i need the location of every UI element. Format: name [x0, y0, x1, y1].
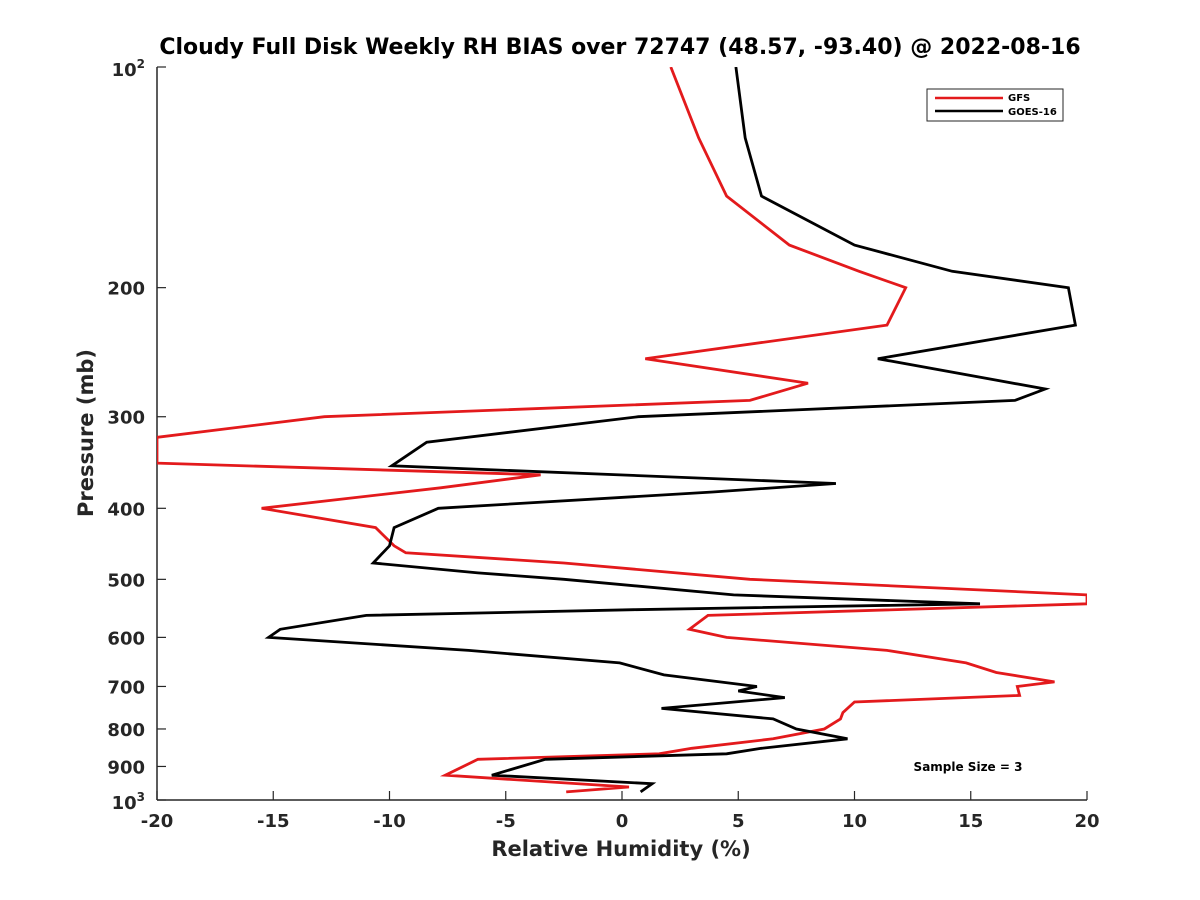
- x-tick-label: -5: [496, 811, 516, 832]
- x-tick-label: -20: [141, 811, 174, 832]
- y-axis-ticks: 200 300 400 500 600 700 800 900 102 103: [107, 57, 166, 814]
- y-tick-label: 500: [107, 570, 145, 591]
- x-axis-label: Relative Humidity (%): [491, 837, 750, 861]
- plot-area: [157, 67, 1087, 800]
- x-tick-label: 0: [616, 811, 629, 832]
- series-layer: [157, 67, 1087, 794]
- x-tick-label: 15: [958, 811, 983, 832]
- y-tick-label: 300: [107, 408, 145, 429]
- y-tick-label-power: 103: [112, 790, 145, 814]
- series-line-gfs: [157, 67, 1087, 794]
- x-tick-label: 20: [1074, 811, 1099, 832]
- series-line-goes16: [264, 67, 1078, 794]
- y-axis-label: Pressure (mb): [74, 349, 98, 517]
- y-tick-label: 800: [107, 720, 145, 741]
- x-tick-label: 10: [842, 811, 867, 832]
- y-tick-label: 900: [107, 757, 145, 778]
- y-tick-label: 700: [107, 677, 145, 698]
- chart-title: Cloudy Full Disk Weekly RH BIAS over 727…: [159, 35, 1080, 60]
- x-axis-ticks: -20 -15 -10 -5 0 5 10 15 20: [141, 791, 1100, 832]
- legend: GFS GOES-16: [926, 88, 1064, 122]
- y-tick-label-power: 102: [112, 57, 145, 81]
- y-tick-label: 400: [107, 499, 145, 520]
- legend-box: [926, 88, 1064, 122]
- legend-label-gfs: GFS: [1008, 93, 1030, 104]
- y-tick-label: 600: [107, 628, 145, 649]
- y-tick-label: 200: [107, 279, 145, 300]
- x-tick-label: -15: [257, 811, 290, 832]
- sample-size-annotation: Sample Size = 3: [914, 760, 1023, 774]
- legend-label-goes16: GOES-16: [1008, 107, 1057, 118]
- x-tick-label: 5: [732, 811, 745, 832]
- x-tick-label: -10: [373, 811, 406, 832]
